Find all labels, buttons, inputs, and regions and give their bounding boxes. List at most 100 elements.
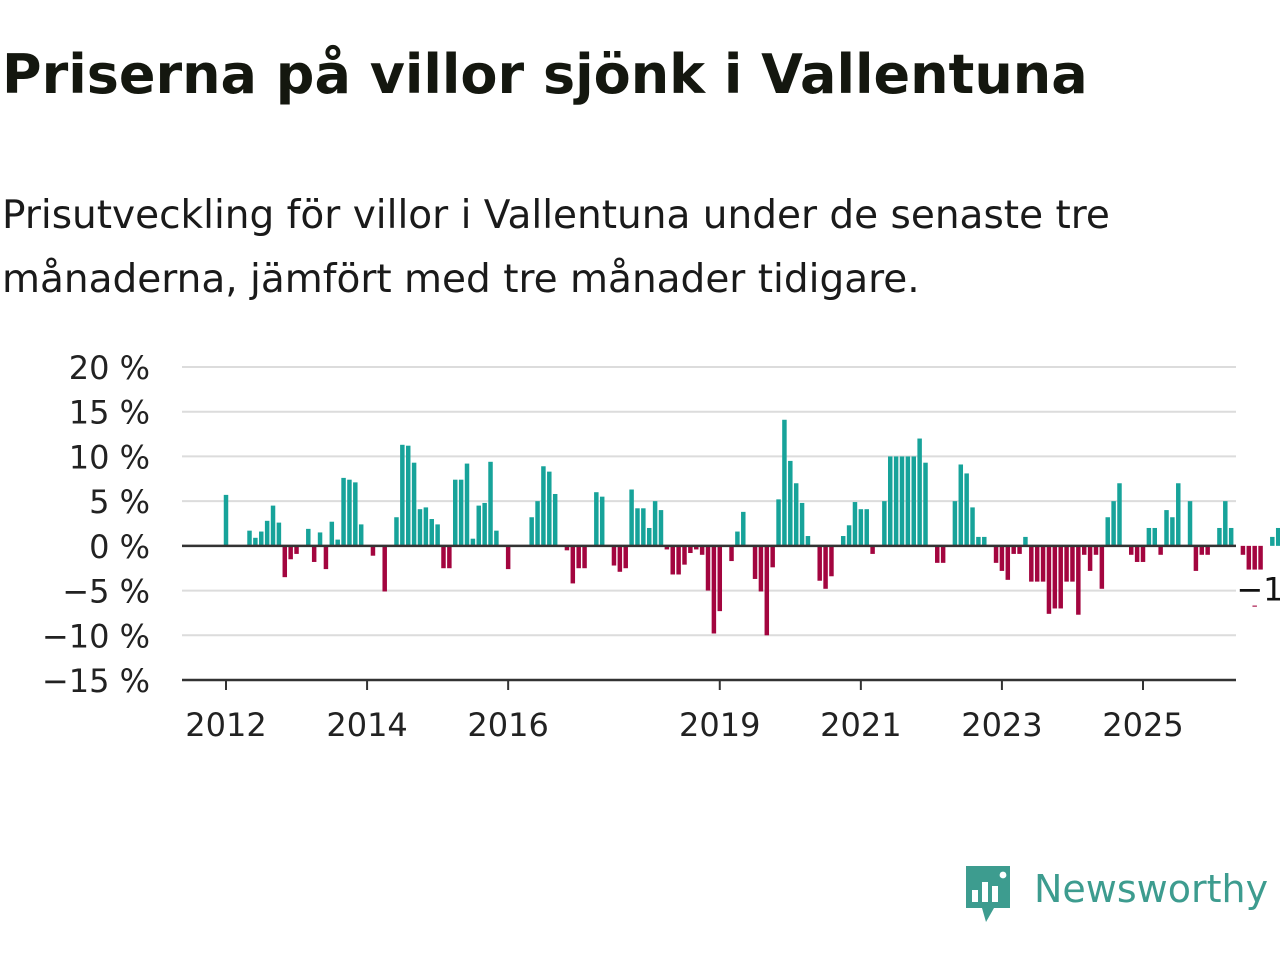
bar (335, 539, 340, 546)
bar (1017, 545, 1022, 554)
bar (453, 479, 458, 546)
y-axis-labels: 20 % 15 % 10 % 5 % 0 % −5 % −10 % −15 % (42, 349, 150, 700)
bar (306, 528, 311, 546)
bar (1199, 545, 1205, 555)
bar (664, 545, 670, 550)
bar (464, 463, 470, 546)
bar (1052, 545, 1058, 609)
bar (288, 545, 293, 560)
bar (529, 517, 534, 546)
bar (735, 531, 740, 546)
bar (247, 530, 252, 546)
bar (1140, 545, 1146, 562)
bar (993, 545, 999, 563)
bar (1146, 527, 1152, 546)
bar (1005, 545, 1011, 580)
bar (858, 509, 864, 546)
bar (1046, 545, 1052, 614)
bar (970, 507, 975, 546)
bar (394, 517, 399, 546)
bar (658, 510, 664, 546)
bar (370, 545, 376, 556)
bar (788, 460, 793, 546)
bar (764, 545, 770, 636)
bar (253, 537, 258, 546)
bar (752, 545, 758, 579)
bar (882, 501, 887, 546)
bar (729, 545, 734, 562)
bar (952, 501, 958, 546)
bar (770, 545, 775, 568)
bar (1058, 545, 1063, 609)
bar (1105, 517, 1110, 546)
bar (1111, 501, 1116, 546)
bar (1240, 545, 1246, 555)
bar (417, 509, 423, 546)
bar (611, 545, 617, 566)
bar (576, 545, 581, 569)
logo-wordmark: Newsworthy (1034, 867, 1269, 911)
bar (629, 489, 634, 546)
bar (982, 536, 987, 546)
bar (276, 522, 282, 546)
bar (1152, 527, 1157, 546)
bar (676, 545, 681, 575)
bar (505, 545, 511, 570)
bar (1129, 545, 1134, 555)
bar (429, 519, 434, 546)
bar (893, 456, 899, 546)
bar (635, 508, 640, 546)
chart-subtitle: Prisutveckling för villor i Vallentuna u… (2, 193, 1110, 302)
bar (917, 438, 922, 546)
bar (582, 545, 587, 569)
bar (793, 483, 799, 546)
bar (488, 461, 493, 546)
bar (670, 545, 675, 575)
bar-chart: 20 %15 %10 %5 %0 %−5 %−10 %−15 % 2012 201… (42, 349, 1280, 744)
bar (1011, 545, 1016, 554)
bar (888, 456, 893, 546)
bar (694, 545, 699, 550)
bar (405, 445, 411, 546)
bar (805, 536, 811, 546)
chart-title: Priserna på villor sjönk i Vallentuna (2, 43, 1088, 106)
bar (864, 509, 869, 546)
bar (476, 505, 481, 546)
bar (623, 545, 628, 569)
bar (799, 502, 805, 546)
y-tick-label: −15 % (42, 662, 150, 700)
bar (1228, 527, 1234, 546)
bar (552, 493, 558, 546)
y-tick-label: 20 % (69, 349, 150, 387)
bar (564, 545, 570, 551)
bar (317, 532, 323, 546)
annotations: −1 % (1236, 569, 1280, 609)
bar (782, 419, 787, 546)
bar (1087, 545, 1093, 571)
newsworthy-logo: Newsworthy (962, 862, 1278, 928)
bar (382, 545, 387, 592)
newsworthy-logo-icon (966, 866, 1010, 922)
axes (182, 544, 1236, 690)
bar (458, 479, 464, 546)
bar (1064, 545, 1069, 582)
bar (852, 502, 858, 546)
bar (311, 545, 317, 562)
bar (435, 524, 440, 546)
bar (264, 520, 270, 546)
bar (976, 536, 981, 546)
y-tick-label: 0 % (89, 528, 150, 566)
bar (329, 521, 335, 546)
bar (470, 538, 476, 546)
x-tick-label: 2014 (326, 706, 407, 744)
bar (282, 545, 288, 578)
bar (964, 473, 969, 546)
bar (617, 545, 623, 572)
bar (817, 545, 822, 581)
bar (958, 464, 964, 546)
bar (646, 527, 652, 546)
bar (547, 471, 552, 546)
bar (1187, 501, 1193, 546)
annotation-background (1242, 569, 1280, 606)
bar (1040, 545, 1046, 582)
